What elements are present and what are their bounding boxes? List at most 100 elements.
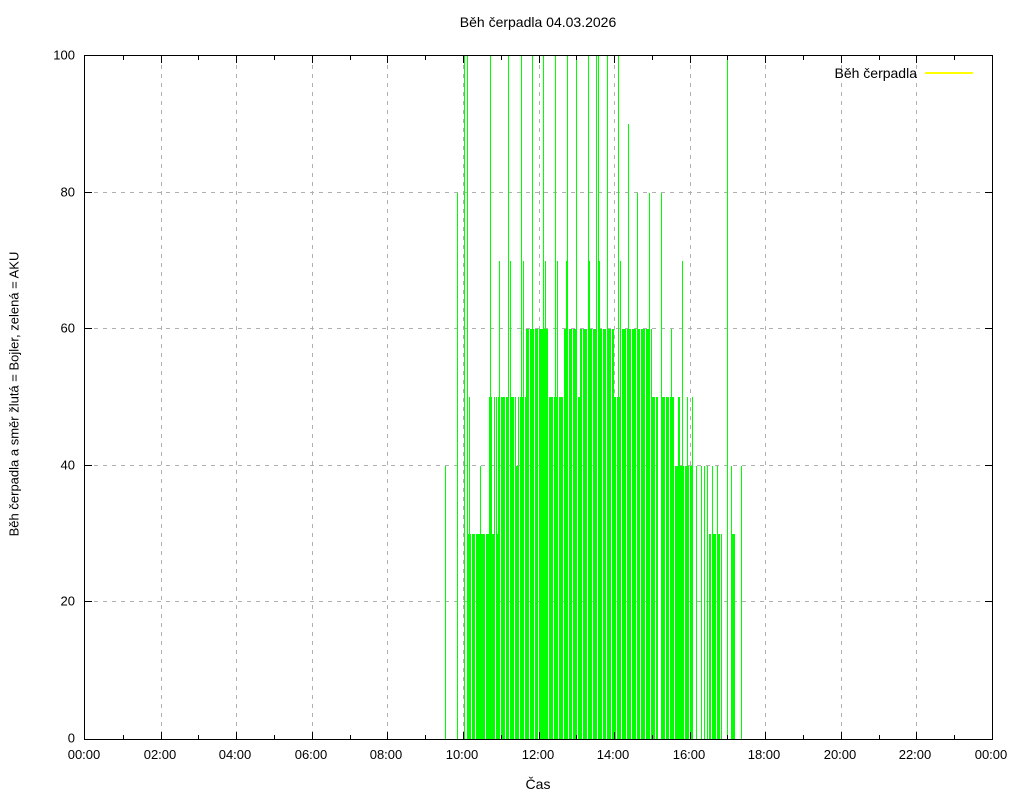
impulse-bar [628, 124, 629, 739]
impulse-bar [506, 397, 507, 739]
legend-line-sample [925, 72, 973, 74]
impulse-bar [589, 261, 590, 739]
gridline-vertical [690, 56, 691, 739]
impulse-bar [593, 329, 594, 739]
impulse-bar [625, 329, 626, 739]
impulse-bar [573, 329, 574, 739]
gridline-vertical [312, 56, 313, 739]
impulse-bar [688, 466, 689, 739]
impulse-bar [685, 466, 686, 739]
x-tick-mark [803, 735, 804, 739]
impulse-bar [719, 534, 720, 739]
impulse-bar [721, 534, 722, 739]
x-tick-mark [690, 732, 691, 739]
impulse-bar [675, 466, 676, 739]
impulse-bar [489, 534, 490, 739]
impulse-bar [629, 329, 630, 739]
impulse-bar [499, 261, 500, 739]
impulse-bar [574, 329, 575, 739]
impulse-bar [710, 534, 711, 739]
x-tick-mark [274, 56, 275, 60]
x-tick-mark [652, 56, 653, 60]
impulse-bar [520, 397, 521, 739]
impulse-bar [600, 329, 601, 739]
impulse-bar [717, 466, 718, 739]
impulse-bar [493, 534, 494, 739]
impulse-bar [662, 397, 663, 739]
impulse-bar [532, 329, 533, 739]
impulse-bar [654, 397, 655, 739]
x-tick-label: 06:00 [294, 747, 328, 762]
impulse-bar [627, 329, 628, 739]
impulse-bar [727, 56, 728, 739]
impulse-bar [598, 56, 599, 739]
impulse-bar [637, 193, 638, 739]
impulse-bar [680, 466, 681, 739]
impulse-bar [679, 397, 680, 739]
x-tick-label: 00:00 [974, 747, 1008, 762]
impulse-bar [604, 329, 605, 739]
impulse-bar [623, 329, 624, 739]
gridline-horizontal [85, 328, 992, 329]
impulse-bar [526, 329, 527, 739]
x-tick-label: 16:00 [672, 747, 706, 762]
impulse-bar [468, 534, 469, 739]
impulse-bar [551, 397, 552, 739]
impulse-bar [732, 534, 733, 739]
impulse-bar [664, 397, 665, 739]
y-tick-label: 60 [60, 320, 75, 336]
y-tick-label: 0 [67, 730, 75, 746]
impulse-bar [508, 397, 509, 739]
x-tick-mark [765, 732, 766, 739]
x-tick-mark [652, 735, 653, 739]
impulse-bar [575, 329, 576, 739]
impulse-bar [692, 397, 693, 739]
impulse-bar [522, 397, 523, 739]
impulse-bar [564, 329, 565, 739]
impulse-bar [544, 329, 545, 739]
impulse-bar [704, 466, 705, 739]
impulse-bar [484, 534, 485, 739]
impulse-bar [581, 329, 582, 739]
x-tick-mark [350, 735, 351, 739]
impulse-bar [652, 397, 653, 739]
impulse-bar [557, 397, 558, 739]
x-tick-mark [501, 735, 502, 739]
impulse-bar [531, 329, 532, 739]
x-tick-mark [614, 56, 615, 63]
x-tick-mark [841, 732, 842, 739]
impulse-bar [656, 397, 657, 739]
impulse-bar [537, 329, 538, 739]
gridline-horizontal [85, 465, 992, 466]
impulse-bar [501, 397, 502, 739]
impulse-bar [469, 534, 470, 739]
x-tick-mark [954, 56, 955, 60]
impulse-bar [552, 397, 553, 739]
impulse-bar [579, 397, 580, 739]
x-tick-mark [690, 56, 691, 63]
x-axis-label: Čas [525, 776, 551, 792]
impulse-bar [646, 329, 647, 739]
impulse-bar [632, 329, 633, 739]
impulse-bar [512, 397, 513, 739]
impulse-bar [491, 397, 492, 739]
impulse-bar [676, 466, 677, 739]
impulse-bar [651, 329, 652, 739]
impulse-bar [588, 56, 589, 739]
impulse-bar [483, 534, 484, 739]
x-tick-mark [576, 56, 577, 60]
x-tick-mark [198, 735, 199, 739]
impulse-bar [682, 261, 683, 739]
impulse-bar [562, 397, 563, 739]
impulse-bar [712, 466, 713, 739]
y-tick-mark [985, 601, 992, 602]
impulse-bar [561, 397, 562, 739]
impulse-bar [476, 534, 477, 739]
x-tick-mark [803, 56, 804, 60]
impulse-bar [502, 397, 503, 739]
impulse-bar [497, 534, 498, 739]
impulse-bar [492, 534, 493, 739]
x-tick-mark [312, 732, 313, 739]
x-tick-mark [879, 56, 880, 60]
impulse-bar [518, 397, 519, 739]
